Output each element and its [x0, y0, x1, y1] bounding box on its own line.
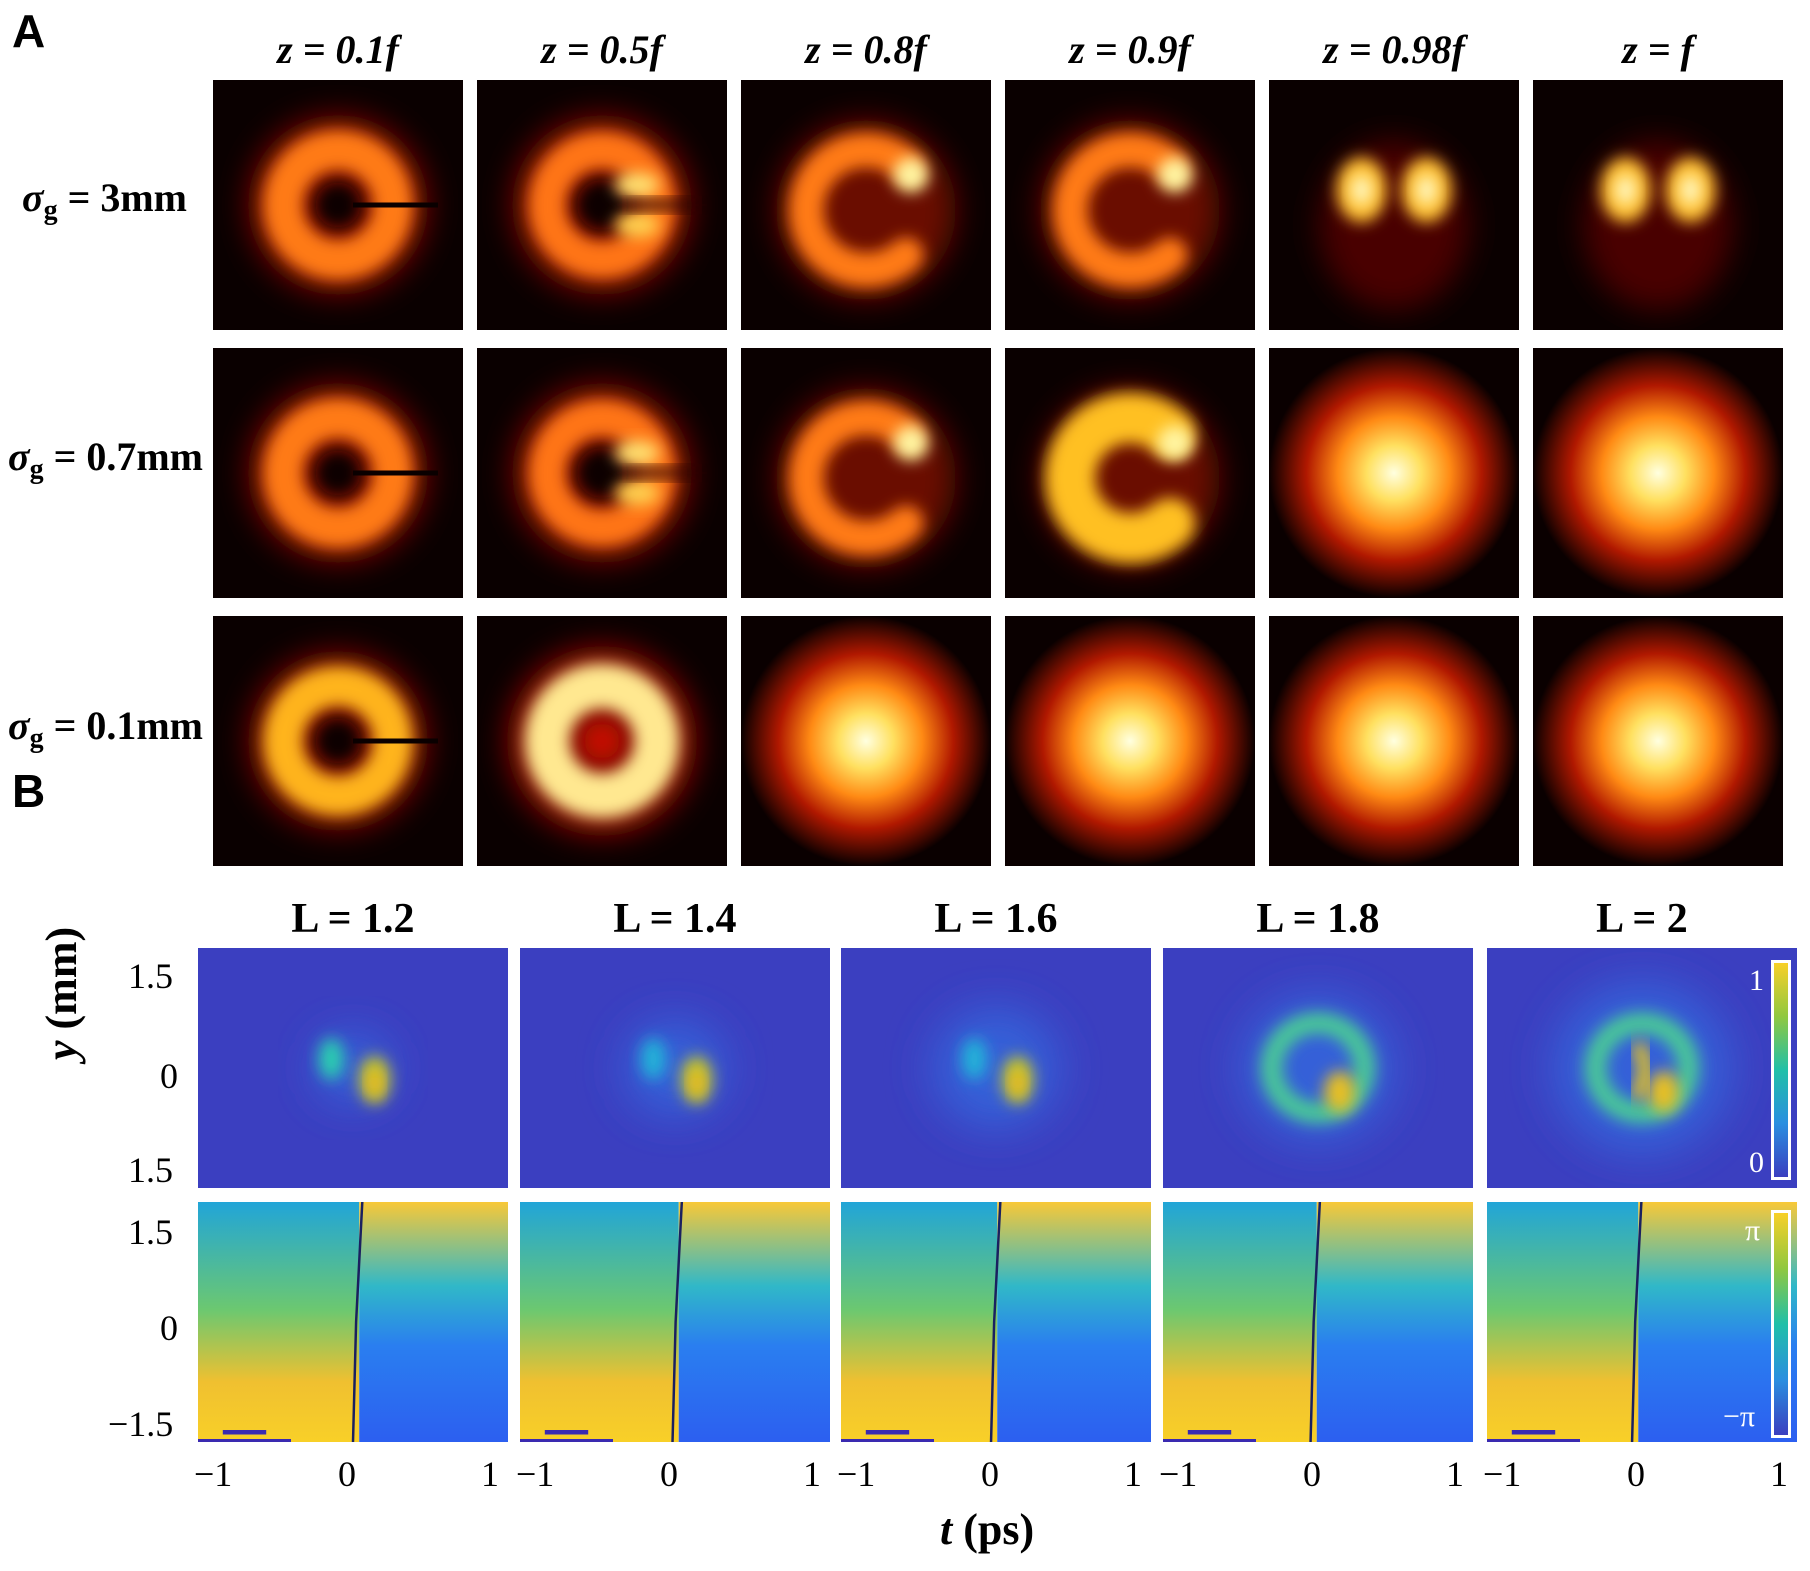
- sigma-subscript: g: [29, 454, 44, 485]
- colorbar-intensity-max: 1: [1749, 964, 1764, 997]
- col-label-z-1: z = 0.5f: [541, 27, 663, 72]
- x-tick-1-1: 0: [660, 1454, 678, 1494]
- y-tick-phase-0: 1.5: [128, 1212, 173, 1252]
- x-tick-2-1: 0: [981, 1454, 999, 1494]
- intensity-map-4: [1487, 948, 1797, 1188]
- beam-profile-r0-c5: [1533, 80, 1783, 330]
- beam-profile-r2-c5: [1533, 616, 1783, 866]
- y-axis-unit: (mm): [37, 926, 86, 1041]
- row-label-sigma-0: σg = 3mm: [22, 178, 187, 225]
- y-tick-intensity-1: 0: [160, 1056, 178, 1096]
- panel-b-letter: B: [12, 765, 46, 817]
- x-tick-4-2: 1: [1770, 1454, 1788, 1494]
- beam-profile-r2-c4: [1269, 616, 1519, 866]
- x-tick-2-0: −1: [837, 1454, 876, 1494]
- x-tick-4-1: 0: [1627, 1454, 1645, 1494]
- sigma-value: = 0.7mm: [43, 434, 203, 479]
- colorbar-phase-min: −π: [1723, 1400, 1756, 1433]
- colorbar-intensity: [1771, 960, 1791, 1180]
- intensity-map-3: [1163, 948, 1473, 1188]
- sigma-subscript: g: [43, 195, 58, 226]
- beam-profile-r2-c1: [477, 616, 727, 866]
- beam-profile-r1-c5: [1533, 348, 1783, 598]
- sigma-value: = 3mm: [57, 175, 187, 220]
- phase-map-1: [520, 1202, 830, 1442]
- colorbar-intensity-min: 0: [1749, 1146, 1764, 1179]
- x-tick-2-2: 1: [1124, 1454, 1142, 1494]
- y-tick-phase-1: 0: [160, 1308, 178, 1348]
- x-tick-3-1: 0: [1303, 1454, 1321, 1494]
- phase-map-2: [841, 1202, 1151, 1442]
- phase-map-3: [1163, 1202, 1473, 1442]
- col-label-L-1: L = 1.4: [613, 896, 737, 942]
- y-tick-intensity-2: 1.5: [128, 1150, 173, 1190]
- x-tick-3-2: 1: [1446, 1454, 1464, 1494]
- y-tick-intensity-0: 1.5: [128, 956, 173, 996]
- col-label-z-2: z = 0.8f: [805, 27, 927, 72]
- col-label-z-3: z = 0.9f: [1069, 27, 1191, 72]
- x-axis-title: t (ps): [940, 1508, 1034, 1552]
- beam-profile-r1-c2: [741, 348, 991, 598]
- y-tick-phase-2: −1.5: [108, 1404, 174, 1444]
- beam-profile-r0-c4: [1269, 80, 1519, 330]
- y-axis-var: y: [37, 1040, 86, 1060]
- beam-profile-r2-c3: [1005, 616, 1255, 866]
- beam-profile-r0-c1: [477, 80, 727, 330]
- beam-profile-r1-c3: [1005, 348, 1255, 598]
- beam-profile-r1-c0: [213, 348, 463, 598]
- col-label-L-4: L = 2: [1596, 896, 1688, 942]
- col-label-z-4: z = 0.98f: [1323, 27, 1465, 72]
- x-tick-1-2: 1: [803, 1454, 821, 1494]
- x-tick-1-0: −1: [516, 1454, 555, 1494]
- beam-profile-r1-c4: [1269, 348, 1519, 598]
- sigma-symbol: σ: [8, 703, 30, 748]
- intensity-map-1: [520, 948, 830, 1188]
- x-tick-3-0: −1: [1159, 1454, 1198, 1494]
- row-label-sigma-2: σg = 0.1mm: [8, 706, 203, 753]
- sigma-symbol: σ: [22, 175, 44, 220]
- col-label-L-2: L = 1.6: [934, 896, 1058, 942]
- sigma-value: = 0.1mm: [43, 703, 203, 748]
- x-axis-unit: (ps): [952, 1505, 1035, 1554]
- x-tick-0-2: 1: [481, 1454, 499, 1494]
- phase-map-0: [198, 1202, 508, 1442]
- sigma-subscript: g: [29, 723, 44, 754]
- sigma-symbol: σ: [8, 434, 30, 479]
- intensity-map-0: [198, 948, 508, 1188]
- phase-map-4: [1487, 1202, 1797, 1442]
- y-axis-title: y (mm): [37, 926, 86, 1060]
- x-axis-var: t: [940, 1505, 953, 1554]
- beam-profile-r2-c0: [213, 616, 463, 866]
- beam-profile-r0-c2: [741, 80, 991, 330]
- col-label-L-0: L = 1.2: [291, 896, 415, 942]
- intensity-map-2: [841, 948, 1151, 1188]
- beam-profile-r1-c1: [477, 348, 727, 598]
- x-tick-0-1: 0: [338, 1454, 356, 1494]
- row-label-sigma-1: σg = 0.7mm: [8, 437, 203, 484]
- beam-profile-r2-c2: [741, 616, 991, 866]
- x-tick-4-0: −1: [1483, 1454, 1522, 1494]
- beam-profile-r0-c0: [213, 80, 463, 330]
- colorbar-phase-max: π: [1745, 1214, 1761, 1247]
- panel-a-letter: A: [12, 5, 46, 57]
- beam-profile-r0-c3: [1005, 80, 1255, 330]
- col-label-z-0: z = 0.1f: [277, 27, 399, 72]
- col-label-L-3: L = 1.8: [1256, 896, 1380, 942]
- col-label-z-5: z = f: [1622, 27, 1694, 72]
- x-tick-0-0: −1: [194, 1454, 233, 1494]
- colorbar-phase: [1771, 1210, 1791, 1438]
